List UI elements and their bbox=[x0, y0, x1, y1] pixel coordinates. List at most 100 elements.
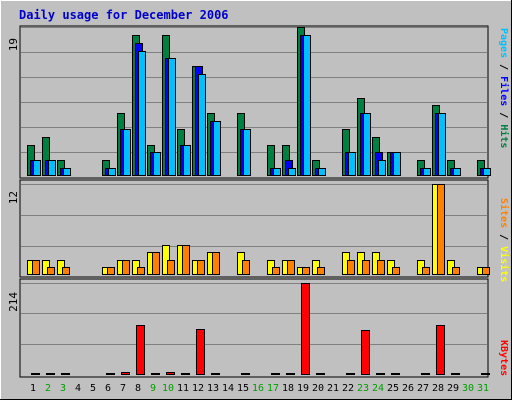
x-label-day-7: 7 bbox=[120, 383, 126, 394]
hits-bar-pages-day-23 bbox=[363, 113, 371, 176]
legend-sites-visits: Sites / Visits bbox=[498, 198, 510, 282]
kbytes-bar-kbytes-day-2 bbox=[46, 373, 55, 375]
kbytes-bar-kbytes-day-1 bbox=[31, 373, 40, 375]
hits-bar-pages-day-7 bbox=[123, 129, 131, 176]
visits-bar-sites-day-23 bbox=[362, 260, 370, 275]
kbytes-bar-kbytes-day-31 bbox=[481, 373, 490, 375]
x-label-day-5: 5 bbox=[90, 383, 96, 394]
visits-bar-sites-day-11 bbox=[182, 245, 190, 275]
x-label-day-27: 27 bbox=[417, 383, 429, 394]
kbytes-bar-kbytes-day-29 bbox=[451, 373, 460, 375]
x-axis-day-labels: 1 2 3 4 5 6 7 8 9 10 11 12 13 14 15 16 17 18 19 20 21 22 23 24 2… bbox=[30, 383, 489, 394]
kbytes-bar-kbytes-day-25 bbox=[391, 373, 400, 375]
visits-bar-sites-day-19 bbox=[302, 267, 310, 275]
kbytes-bar-kbytes-day-28 bbox=[436, 325, 445, 375]
hits-bar-pages-day-22 bbox=[348, 152, 356, 176]
hits-bar-pages-day-2 bbox=[48, 160, 56, 176]
x-label-day-31: 31 bbox=[477, 383, 489, 394]
x-label-day-12: 12 bbox=[192, 383, 204, 394]
x-label-day-1: 1 bbox=[30, 383, 36, 394]
chart-title: Daily usage for December 2006 bbox=[19, 8, 229, 22]
visits-bar-sites-day-15 bbox=[242, 260, 250, 275]
hits-bar-pages-day-9 bbox=[153, 152, 161, 176]
kbytes-bar-kbytes-day-24 bbox=[376, 373, 385, 375]
hits-bar-pages-day-29 bbox=[453, 168, 461, 176]
legend-part: Sites bbox=[498, 198, 510, 228]
visits-bar-sites-day-17 bbox=[272, 267, 280, 275]
hits-bar-pages-day-15 bbox=[243, 129, 251, 176]
x-label-day-26: 26 bbox=[402, 383, 414, 394]
hits-bar-pages-day-18 bbox=[288, 168, 296, 176]
visits-bar-sites-day-3 bbox=[62, 267, 70, 275]
x-label-day-4: 4 bbox=[75, 383, 81, 394]
kbytes-bar-kbytes-day-17 bbox=[271, 373, 280, 375]
x-label-day-3: 3 bbox=[60, 383, 66, 394]
legend-kbytes: KBytes bbox=[498, 340, 509, 376]
kbytes-bar-kbytes-day-18 bbox=[286, 373, 295, 375]
x-label-day-22: 22 bbox=[342, 383, 354, 394]
hits-bar-pages-day-25 bbox=[393, 152, 401, 176]
panel-kbytes bbox=[19, 278, 489, 378]
legend-part: KBytes bbox=[498, 340, 509, 376]
panel-visits-sites bbox=[19, 179, 489, 278]
visits-bar-sites-day-2 bbox=[47, 267, 55, 275]
visits-bar-sites-day-12 bbox=[197, 260, 205, 275]
visits-bar-sites-day-22 bbox=[347, 260, 355, 275]
max-label-visits: 12 bbox=[7, 191, 20, 204]
x-label-day-8: 8 bbox=[135, 383, 141, 394]
kbytes-bar-kbytes-day-20 bbox=[316, 373, 325, 375]
x-label-day-11: 11 bbox=[177, 383, 189, 394]
legend-part: Pages bbox=[498, 28, 509, 58]
kbytes-bar-kbytes-day-19 bbox=[301, 283, 310, 375]
max-label-hits: 19 bbox=[7, 38, 20, 51]
x-label-day-18: 18 bbox=[282, 383, 294, 394]
x-label-day-13: 13 bbox=[207, 383, 219, 394]
kbytes-bar-kbytes-day-12 bbox=[196, 329, 205, 375]
x-label-day-16: 16 bbox=[252, 383, 264, 394]
visits-bar-sites-day-13 bbox=[212, 252, 220, 275]
kbytes-bar-kbytes-day-7 bbox=[121, 372, 130, 375]
hits-bar-pages-day-12 bbox=[198, 74, 206, 176]
legend-part: / bbox=[498, 106, 509, 124]
x-label-day-17: 17 bbox=[267, 383, 279, 394]
legend-part: / bbox=[498, 228, 509, 246]
hits-bar-pages-day-31 bbox=[483, 168, 491, 176]
chart-bars bbox=[27, 27, 491, 375]
x-label-day-10: 10 bbox=[162, 383, 174, 394]
hits-bar-pages-day-3 bbox=[63, 168, 71, 176]
visits-bar-sites-day-7 bbox=[122, 260, 130, 275]
x-label-day-20: 20 bbox=[312, 383, 324, 394]
x-label-day-25: 25 bbox=[387, 383, 399, 394]
kbytes-bar-kbytes-day-27 bbox=[421, 373, 430, 375]
legend-part: Hits bbox=[498, 124, 510, 148]
x-label-day-28: 28 bbox=[432, 383, 444, 394]
visits-bar-sites-day-24 bbox=[377, 260, 385, 275]
legend-part: / bbox=[498, 58, 509, 76]
kbytes-bar-kbytes-day-9 bbox=[151, 373, 160, 375]
kbytes-bar-kbytes-day-23 bbox=[361, 330, 370, 375]
visits-bar-sites-day-8 bbox=[137, 267, 145, 275]
legend-part: Visits bbox=[498, 246, 510, 282]
x-label-day-21: 21 bbox=[327, 383, 339, 394]
x-label-day-30: 30 bbox=[462, 383, 474, 394]
hits-bar-pages-day-1 bbox=[33, 160, 41, 176]
hits-bar-pages-day-17 bbox=[273, 168, 281, 176]
visits-bar-sites-day-20 bbox=[317, 267, 325, 275]
visits-bar-sites-day-18 bbox=[287, 260, 295, 275]
hits-bar-pages-day-28 bbox=[438, 113, 446, 176]
x-label-day-23: 23 bbox=[357, 383, 369, 394]
kbytes-bar-kbytes-day-6 bbox=[106, 373, 115, 375]
visits-bar-sites-day-9 bbox=[152, 252, 160, 275]
hits-bar-pages-day-8 bbox=[138, 51, 146, 176]
kbytes-bar-kbytes-day-10 bbox=[166, 372, 175, 375]
x-label-day-19: 19 bbox=[297, 383, 309, 394]
x-label-day-24: 24 bbox=[372, 383, 384, 394]
kbytes-bar-kbytes-day-13 bbox=[211, 373, 220, 375]
visits-bar-sites-day-6 bbox=[107, 267, 115, 275]
x-label-day-15: 15 bbox=[237, 383, 249, 394]
kbytes-bar-kbytes-day-3 bbox=[61, 373, 70, 375]
visits-bar-sites-day-31 bbox=[482, 267, 490, 275]
hits-bar-pages-day-19 bbox=[303, 35, 311, 176]
legend-pages-files-hits: Pages / Files / Hits bbox=[498, 28, 510, 148]
